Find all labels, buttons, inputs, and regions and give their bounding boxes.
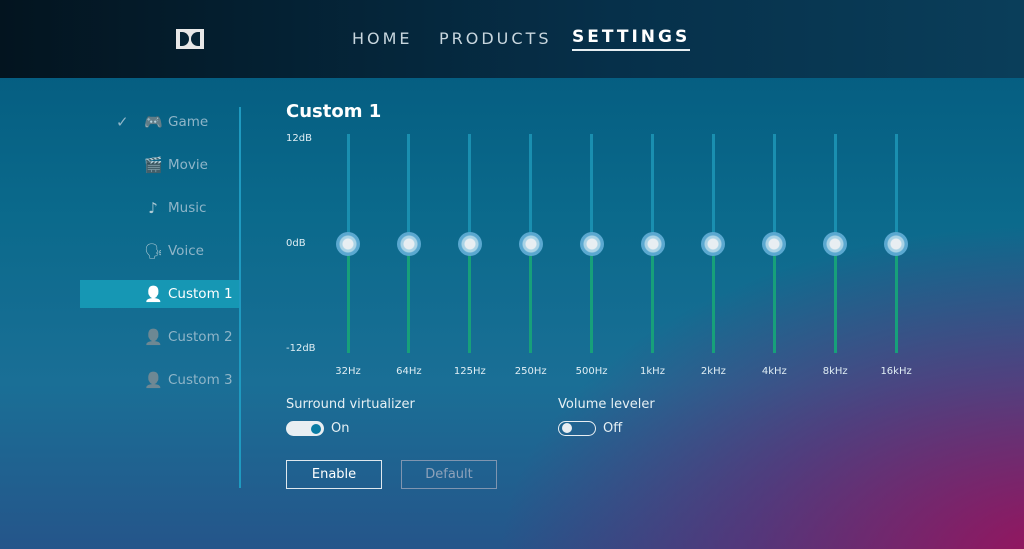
eq-slider-knob-64Hz[interactable] bbox=[396, 231, 421, 256]
sidebar-divider bbox=[239, 107, 241, 488]
sidebar-item-label: Movie bbox=[168, 157, 208, 173]
eq-track-lower bbox=[651, 243, 654, 353]
db-mid-label: 0dB bbox=[286, 238, 306, 249]
enable-button[interactable]: Enable bbox=[286, 460, 382, 489]
eq-slider-knob-8kHz[interactable] bbox=[823, 231, 848, 256]
eq-slider-knob-32Hz[interactable] bbox=[336, 231, 360, 256]
eq-slider-knob-250Hz[interactable] bbox=[518, 231, 543, 256]
sidebar-item-label: Music bbox=[168, 200, 207, 216]
eq-slider-knob-500Hz[interactable] bbox=[579, 231, 604, 256]
eq-track-lower bbox=[833, 243, 837, 353]
eq-band-label: 16kHz bbox=[880, 366, 912, 377]
eq-band-label: 1kHz bbox=[640, 366, 665, 377]
eq-track-upper bbox=[651, 134, 654, 244]
eq-track-lower bbox=[346, 243, 350, 353]
eq-slider-knob-16kHz[interactable] bbox=[884, 231, 909, 256]
eq-track-upper bbox=[346, 134, 350, 244]
eq-band-label: 32Hz bbox=[335, 366, 361, 377]
sidebar-item-label: Custom 2 bbox=[168, 329, 233, 345]
db-min-label: -12dB bbox=[286, 343, 316, 354]
eq-band-label: 8kHz bbox=[822, 366, 848, 377]
user-icon: 👤 bbox=[144, 371, 163, 389]
eq-slider-knob-2kHz[interactable] bbox=[701, 231, 726, 256]
eq-slider-knob-1kHz[interactable] bbox=[640, 231, 665, 256]
user-icon: 👤 bbox=[144, 285, 163, 303]
eq-track-lower bbox=[772, 243, 776, 353]
sidebar-item-custom-2[interactable]: 👤 Custom 2 bbox=[80, 323, 240, 351]
surround-label: Surround virtualizer bbox=[286, 397, 415, 412]
eq-track-upper bbox=[407, 134, 411, 244]
sidebar-item-label: Custom 3 bbox=[168, 372, 233, 388]
eq-slider-knob-125Hz[interactable] bbox=[457, 231, 482, 256]
top-nav-bar: HOME PRODUCTS SETTINGS bbox=[0, 0, 1024, 78]
sidebar-item-custom-3[interactable]: 👤 Custom 3 bbox=[80, 366, 240, 394]
eq-track-lower bbox=[529, 243, 533, 353]
page-title: Custom 1 bbox=[286, 101, 382, 122]
check-icon: ✓ bbox=[116, 113, 129, 131]
eq-track-lower bbox=[407, 243, 411, 353]
sidebar-item-movie[interactable]: 🎬 Movie bbox=[80, 151, 240, 179]
dolby-logo[interactable] bbox=[176, 29, 204, 49]
eq-track-lower bbox=[468, 243, 472, 353]
eq-track-upper bbox=[833, 134, 837, 244]
nav-home[interactable]: HOME bbox=[352, 29, 413, 48]
clapperboard-icon: 🎬 bbox=[144, 156, 163, 174]
music-note-icon: ♪ bbox=[148, 199, 158, 217]
eq-track-lower bbox=[894, 243, 898, 353]
eq-band-label: 500Hz bbox=[575, 366, 608, 377]
eq-band-label: 250Hz bbox=[514, 366, 547, 377]
gamepad-icon: 🎮 bbox=[144, 113, 163, 131]
surround-toggle[interactable] bbox=[286, 421, 324, 436]
sidebar-item-game[interactable]: ✓ 🎮 Game bbox=[80, 108, 240, 136]
eq-track-lower bbox=[590, 243, 594, 353]
user-icon: 👤 bbox=[144, 328, 163, 346]
leveler-toggle[interactable] bbox=[558, 421, 596, 436]
eq-track-upper bbox=[468, 134, 472, 244]
eq-track-upper bbox=[590, 134, 594, 244]
sidebar-item-label: Custom 1 bbox=[168, 286, 233, 302]
eq-track-upper bbox=[894, 134, 898, 244]
sidebar-item-label: Voice bbox=[168, 243, 204, 259]
default-button[interactable]: Default bbox=[401, 460, 497, 489]
eq-band-label: 64Hz bbox=[396, 366, 422, 377]
eq-band-label: 125Hz bbox=[453, 366, 486, 377]
eq-band-label: 2kHz bbox=[700, 366, 726, 377]
sidebar-item-custom-1[interactable]: 👤 Custom 1 bbox=[80, 280, 240, 308]
eq-track-upper bbox=[529, 134, 533, 244]
sidebar-item-label: Game bbox=[168, 114, 209, 130]
leveler-label: Volume leveler bbox=[558, 397, 655, 412]
sidebar-item-voice[interactable]: 🗣 Voice bbox=[80, 237, 240, 265]
eq-track-upper bbox=[711, 134, 715, 244]
leveler-state: Off bbox=[603, 421, 623, 436]
eq-slider-knob-4kHz[interactable] bbox=[762, 231, 787, 256]
surround-state: On bbox=[331, 421, 350, 436]
eq-track-upper bbox=[772, 134, 776, 244]
nav-settings[interactable]: SETTINGS bbox=[572, 27, 691, 51]
voice-icon: 🗣 bbox=[144, 242, 164, 260]
db-max-label: 12dB bbox=[286, 133, 312, 144]
nav-products[interactable]: PRODUCTS bbox=[439, 29, 552, 48]
eq-track-lower bbox=[711, 243, 715, 353]
eq-band-label: 4kHz bbox=[761, 366, 787, 377]
sidebar-item-music[interactable]: ♪ Music bbox=[80, 194, 240, 222]
